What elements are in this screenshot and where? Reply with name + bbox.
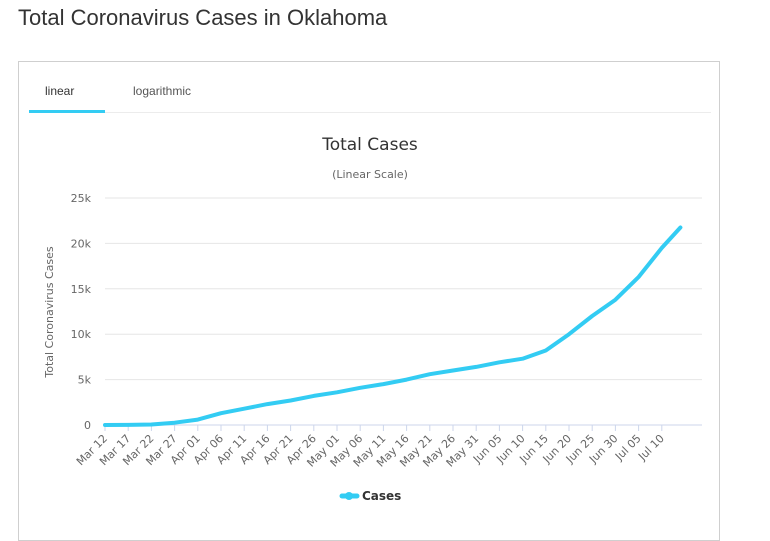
y-tick-label: 25k [71, 192, 92, 205]
x-tick-label: Jul 05 [612, 432, 644, 464]
legend[interactable]: Cases [342, 489, 401, 503]
grid [105, 198, 702, 425]
y-tick-label: 20k [71, 237, 92, 250]
page-title: Total Coronavirus Cases in Oklahoma [18, 5, 387, 31]
series-group [105, 227, 681, 425]
series-line-cases[interactable] [105, 228, 680, 426]
chart-card: linear logarithmic Total Cases (Linear S… [18, 61, 720, 541]
y-tick-label: 15k [71, 283, 92, 296]
y-axis-ticks: 0 5k 10k 15k 20k 25k [71, 192, 92, 432]
x-tick-label: Jul 10 [635, 432, 667, 464]
chart-title: Total Cases [321, 135, 418, 155]
legend-label-cases: Cases [362, 489, 401, 503]
y-tick-label: 10k [71, 328, 92, 341]
legend-marker [345, 492, 353, 500]
chart-svg: Total Cases (Linear Scale) 0 5k 10k 15k 20k 2… [19, 62, 719, 540]
chart-subtitle: (Linear Scale) [332, 168, 408, 181]
y-axis-title: Total Coronavirus Cases [43, 246, 56, 379]
y-tick-label: 0 [84, 419, 91, 432]
y-tick-label: 5k [78, 374, 92, 387]
